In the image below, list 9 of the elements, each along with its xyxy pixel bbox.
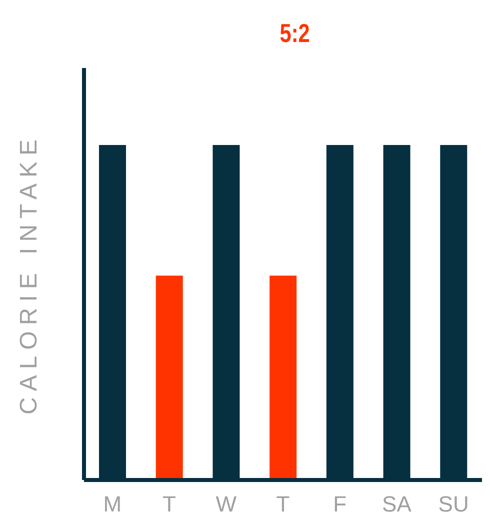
x-tick-label: M	[103, 492, 122, 517]
x-tick-label: T	[162, 492, 176, 517]
x-tick-label: SA	[382, 492, 412, 517]
x-tick-label: SU	[438, 492, 469, 517]
chart-title: 5:2	[280, 18, 310, 48]
x-tick-label: W	[216, 492, 237, 517]
x-tick-label: T	[276, 492, 290, 517]
y-axis-title: CALORIE INTAKE	[16, 134, 43, 414]
x-tick-label: F	[333, 492, 347, 517]
